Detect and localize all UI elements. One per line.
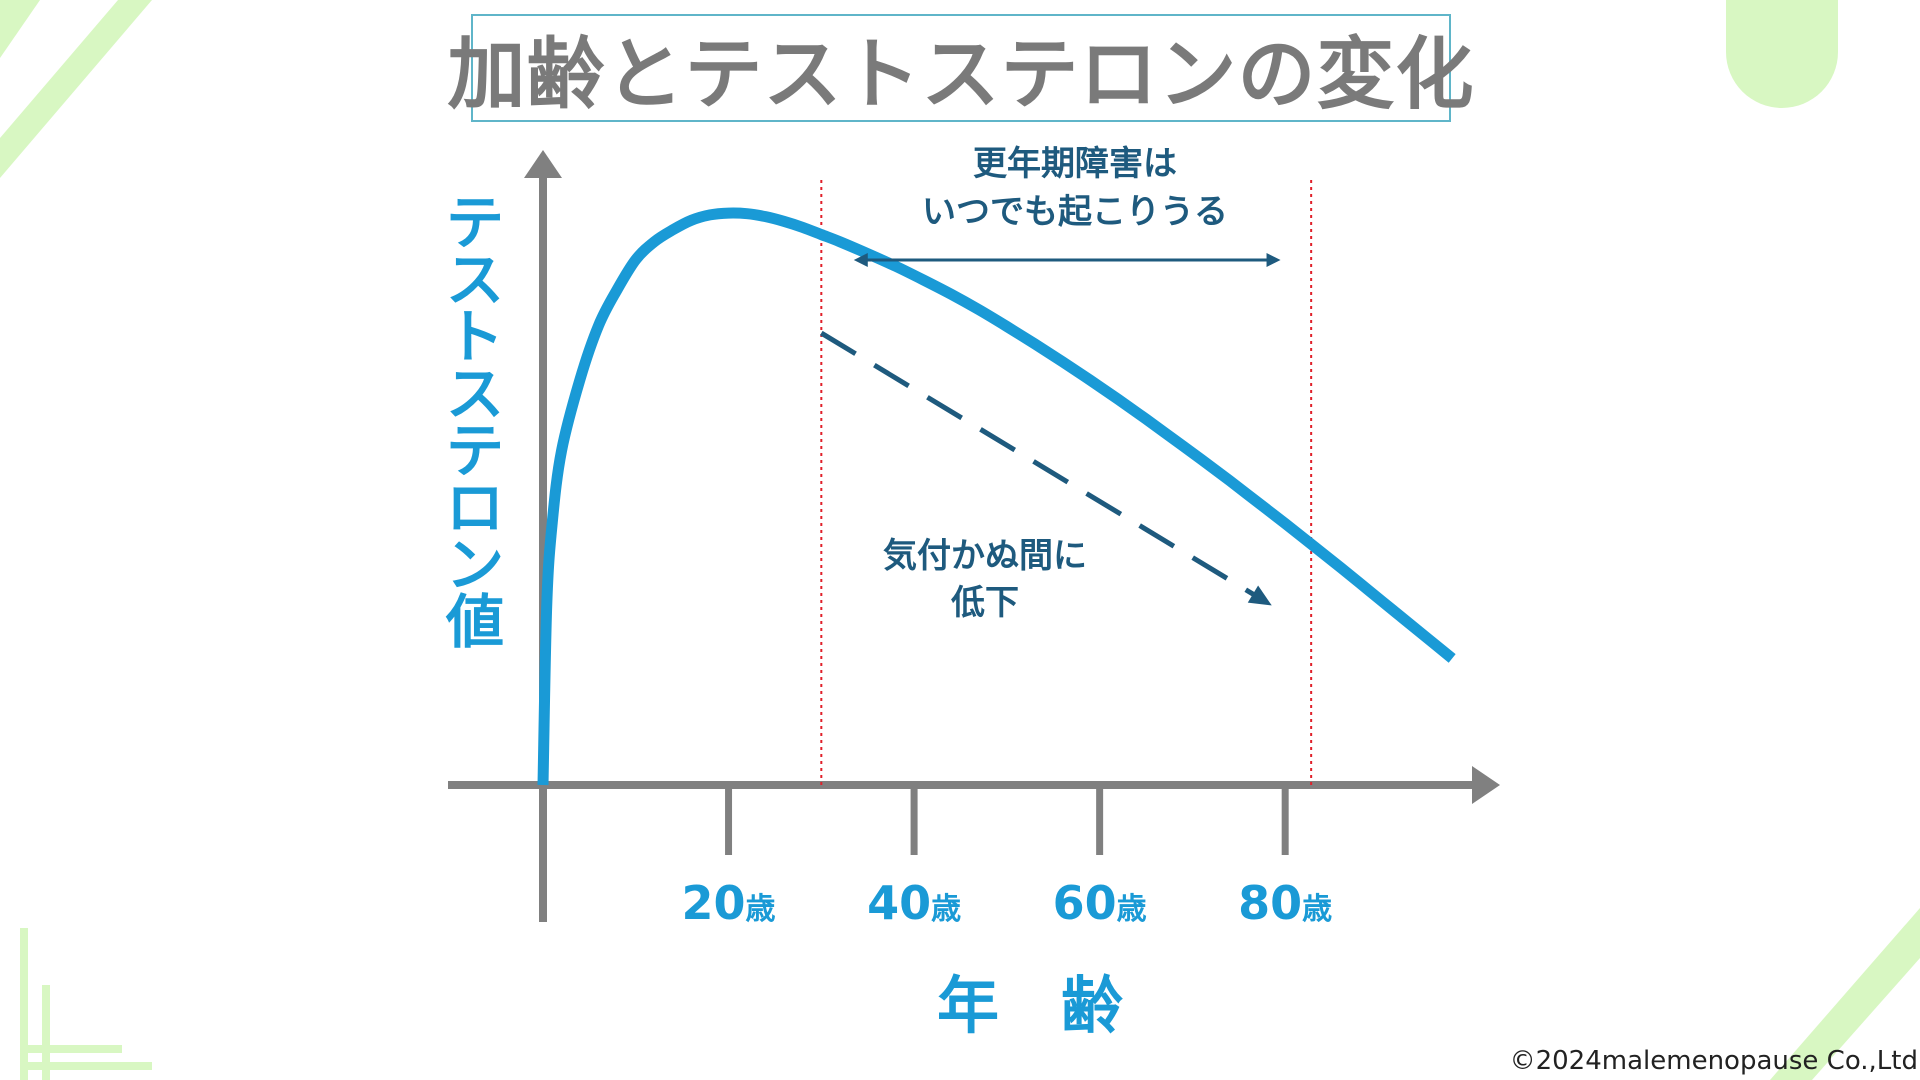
x-axis-label: 年 齢 xyxy=(936,969,1123,1042)
decor-tab-top-right xyxy=(1726,0,1838,108)
x-tick-label-number: 80 xyxy=(1238,876,1303,930)
decor-stripe-top-left-1 xyxy=(0,0,40,58)
decor-stripe-bottom-right-1 xyxy=(1770,908,1920,1080)
decor-lines-bottom-left xyxy=(20,928,152,1080)
decor-stripe-top-left-2 xyxy=(0,0,152,178)
range-arrow-right-head xyxy=(1266,253,1281,267)
guide-lines xyxy=(820,180,1313,785)
series-dashed-decline xyxy=(820,330,1258,599)
y-axis-label: テストステロン値 xyxy=(440,189,510,656)
x-tick-label-number: 60 xyxy=(1052,876,1117,930)
x-tick-label-80: 80歳 xyxy=(1215,876,1355,930)
y-axis-arrowhead xyxy=(524,150,562,178)
x-tick-label-20: 20歳 xyxy=(659,876,799,930)
page-title: 加齢とテストステロンの変化 xyxy=(447,30,1475,120)
y-axis-label-char-5: ロ xyxy=(445,474,504,542)
y-axis-label-char-1: ス xyxy=(445,246,504,314)
x-tick-label-unit: 歳 xyxy=(1302,892,1333,927)
x-tick-label-unit: 歳 xyxy=(931,892,962,927)
range-arrow-left-head xyxy=(853,253,868,267)
x-axis-arrowhead xyxy=(1472,766,1500,804)
annotation-silent-decline: 気付かぬ間に 低下 xyxy=(850,533,1120,627)
x-tick-label-unit: 歳 xyxy=(1116,892,1147,927)
x-tick-label-40: 40歳 xyxy=(844,876,984,930)
x-tick-label-number: 40 xyxy=(867,876,932,930)
y-axis-label-char-2: ト xyxy=(445,303,504,371)
y-axis-label-char-4: テ xyxy=(445,417,504,485)
range-arrow-group xyxy=(853,253,1281,267)
x-tick-label-number: 20 xyxy=(681,876,746,930)
annotation-menopause-anytime: 更年期障害は いつでも起こりうる xyxy=(880,140,1270,236)
annotation-line: 低下 xyxy=(951,583,1019,623)
axes xyxy=(448,150,1500,922)
y-axis-label-char-0: テ xyxy=(445,189,504,257)
x-tick-label-60: 60歳 xyxy=(1030,876,1170,930)
x-ticks xyxy=(725,785,1289,855)
x-tick-label-unit: 歳 xyxy=(745,892,776,927)
y-axis-label-char-6: ン xyxy=(445,531,504,599)
copyright-notice: ©2024malemenopause Co.,Ltd xyxy=(1509,1046,1918,1076)
annotation-line: 気付かぬ間に xyxy=(883,536,1087,576)
title-box: 加齢とテストステロンの変化 xyxy=(448,14,1474,122)
y-axis-label-char-7: 値 xyxy=(445,588,504,656)
annotation-line: 更年期障害は xyxy=(973,144,1177,184)
y-axis-label-char-3: ス xyxy=(445,360,504,428)
dashed-decline-arrowhead xyxy=(1247,585,1272,606)
series-testosterone-curve xyxy=(537,207,1456,786)
annotation-line: いつでも起こりうる xyxy=(922,192,1228,232)
series-group xyxy=(537,207,1456,786)
